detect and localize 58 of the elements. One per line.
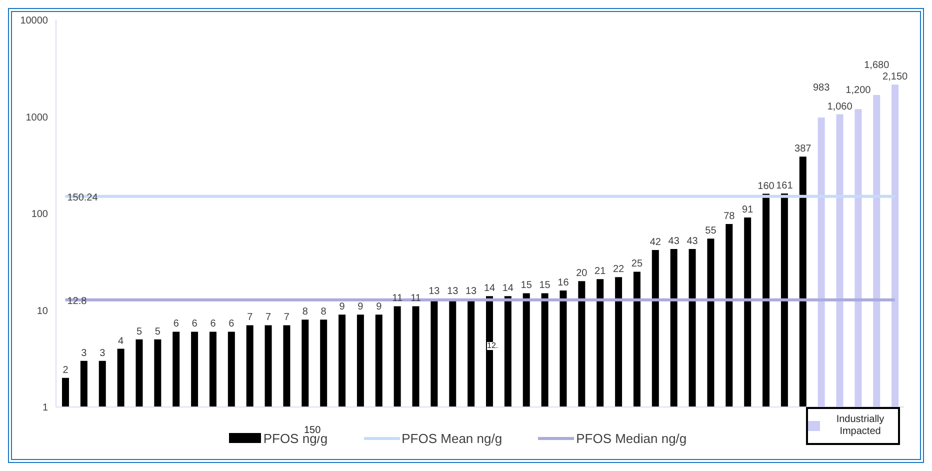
data-label: 160 <box>758 180 775 192</box>
data-label: 1,680 <box>864 60 890 71</box>
data-label: 55 <box>705 226 717 237</box>
data-label: 9 <box>358 302 364 313</box>
data-label: 150.24 <box>67 192 98 204</box>
annotation: 12. <box>487 341 498 350</box>
data-label: 3 <box>81 348 88 359</box>
legend-label: PFOS Median ng/g <box>576 430 687 446</box>
legend-frame: Industrially Impacted <box>806 407 900 445</box>
data-label: 7 <box>247 312 254 324</box>
data-label: 43 <box>668 236 680 247</box>
data-label: 7 <box>266 312 272 324</box>
data-label: 9 <box>376 302 382 313</box>
data-label: 3 <box>100 348 106 359</box>
data-label: 9 <box>339 302 346 313</box>
data-label: 21 <box>594 266 606 278</box>
y-tick-label: 10 <box>36 306 48 317</box>
data-label: 6 <box>192 318 198 330</box>
data-label: 6 <box>228 318 235 330</box>
data-label: 43 <box>686 236 698 247</box>
data-label: 78 <box>724 210 736 222</box>
y-tick-label: 100 <box>31 209 48 220</box>
data-label: 5 <box>136 326 142 338</box>
y-tick-label: 1 <box>42 402 48 414</box>
legend-label: Industrially Impacted <box>835 414 886 438</box>
data-label: 387 <box>794 144 812 155</box>
data-label: 14 <box>502 283 514 294</box>
data-label: 1,060 <box>827 101 853 112</box>
data-label: 13 <box>447 286 459 298</box>
data-label: 8 <box>320 306 327 318</box>
data-label: 15 <box>539 280 551 292</box>
data-label: 14 <box>484 283 496 294</box>
data-label: 11 <box>392 293 403 304</box>
data-label: 6 <box>210 318 216 330</box>
data-label: 13 <box>428 286 440 298</box>
data-label: 25 <box>631 258 643 270</box>
data-label: 8 <box>302 306 308 318</box>
data-label: 1,200 <box>846 85 872 96</box>
y-tick-label: 10000 <box>20 16 48 27</box>
data-label: 20 <box>576 268 588 280</box>
data-label: 4 <box>118 336 124 347</box>
data-label: 6 <box>173 318 180 330</box>
data-label: 11 <box>410 293 422 304</box>
data-label: 2 <box>62 364 69 376</box>
legend-label: PFOS Mean ng/g <box>402 430 502 446</box>
data-label: 42 <box>650 236 662 248</box>
data-label: 12.8 <box>67 296 88 307</box>
data-label: 2,150 <box>882 72 908 83</box>
data-label: 5 <box>154 326 161 338</box>
data-label: 7 <box>284 312 290 324</box>
data-label: 16 <box>558 278 570 288</box>
data-label: 13 <box>466 286 478 298</box>
data-label: 983 <box>812 82 830 94</box>
y-tick-label: 1000 <box>26 112 48 124</box>
data-label: 91 <box>742 204 754 216</box>
data-label: 22 <box>612 264 625 276</box>
data-label: 161 <box>776 180 794 192</box>
data-label: 15 <box>520 280 532 292</box>
